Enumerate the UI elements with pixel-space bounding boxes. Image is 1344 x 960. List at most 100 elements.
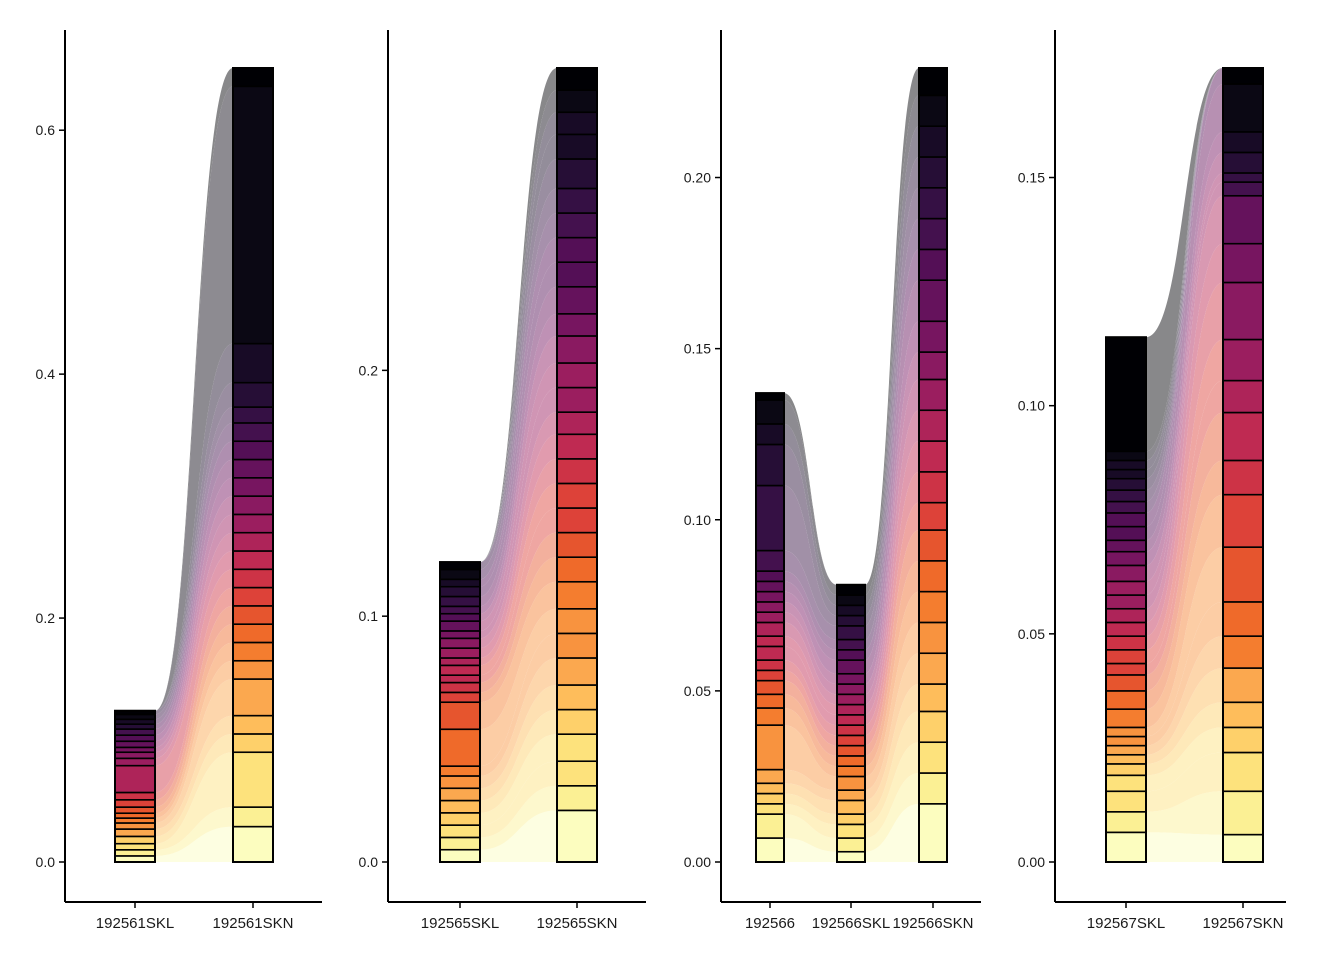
stack-segment xyxy=(439,620,481,632)
stack-segment xyxy=(439,657,481,667)
flow-band xyxy=(1146,702,1223,776)
stack-segment xyxy=(755,601,785,613)
flow-band xyxy=(480,508,557,683)
flow-band xyxy=(1146,547,1223,737)
stack-segment xyxy=(836,583,866,596)
stack-segment xyxy=(556,335,598,364)
stack-segment xyxy=(755,659,785,672)
stack-segment xyxy=(556,784,598,812)
stack-segment xyxy=(439,561,481,571)
stack-segment xyxy=(755,813,785,839)
stack-segment xyxy=(836,823,866,839)
stack-segment xyxy=(755,724,785,771)
stack-segment xyxy=(556,133,598,160)
flow-band xyxy=(155,715,233,837)
stack-segment xyxy=(836,693,866,706)
stack-segment xyxy=(1222,151,1264,174)
x-tick-label: 192565SKN xyxy=(537,915,618,932)
flow-band xyxy=(155,752,233,850)
stack-segment xyxy=(1222,411,1264,462)
flow-band xyxy=(865,684,919,815)
stack-outline xyxy=(836,583,866,863)
stack-segment xyxy=(1105,790,1147,813)
flow-band xyxy=(784,571,837,650)
flow-band xyxy=(155,382,233,715)
stack-segment xyxy=(918,125,948,158)
flow-band xyxy=(865,321,919,685)
stack-segment xyxy=(439,568,481,581)
stack-segment xyxy=(755,392,785,401)
flow-band xyxy=(865,156,919,626)
y-tick-label: 0.05 xyxy=(684,683,711,699)
stack-segment xyxy=(232,659,274,680)
stack-segment xyxy=(836,703,866,716)
stack-segment xyxy=(918,501,948,531)
stack-segment xyxy=(114,740,156,749)
stack-segment xyxy=(1105,512,1147,528)
stack-segment xyxy=(1105,477,1147,491)
stack-segment xyxy=(755,484,785,552)
flow-band xyxy=(784,707,837,777)
stack-segment xyxy=(1105,744,1147,756)
flow-band xyxy=(865,711,919,825)
stack-segment xyxy=(755,803,785,815)
stack-segment xyxy=(1105,726,1147,738)
stack-segment xyxy=(556,67,598,91)
stack-segment xyxy=(1222,701,1264,729)
stack-segment xyxy=(1222,459,1264,496)
stack-segment xyxy=(439,848,481,863)
stack-segment xyxy=(1105,550,1147,567)
stack-segment xyxy=(918,590,948,624)
stack-segment xyxy=(556,760,598,787)
stack-segment xyxy=(556,507,598,534)
stack-segment xyxy=(836,734,866,747)
flow-band xyxy=(1146,68,1223,541)
flow-band xyxy=(784,646,837,726)
flow-band xyxy=(480,237,557,587)
flow-band xyxy=(480,434,557,658)
flow-band xyxy=(865,502,919,746)
stack-outline xyxy=(114,709,156,863)
flow-band xyxy=(155,642,233,819)
stack-segment xyxy=(556,458,598,485)
flow-band xyxy=(784,601,837,685)
stack-segment xyxy=(232,568,274,589)
stack-segment xyxy=(439,612,481,622)
stack-outline xyxy=(232,67,274,863)
stack-segment xyxy=(836,594,866,607)
stack-segment xyxy=(918,94,948,127)
stack-segment xyxy=(836,799,866,815)
flow-band xyxy=(1146,791,1223,835)
stack-segment xyxy=(556,89,598,114)
stack-segment xyxy=(232,495,274,516)
flow-band xyxy=(865,410,919,715)
flow-band xyxy=(1146,380,1223,675)
flow-band xyxy=(1146,282,1223,650)
flow-band xyxy=(155,807,233,856)
stack-segment xyxy=(556,632,598,659)
flow-band xyxy=(155,68,233,711)
flow-band xyxy=(784,769,837,801)
stack-segment xyxy=(918,248,948,281)
flow-band xyxy=(865,742,919,839)
stack-segment xyxy=(439,775,481,790)
flow-band xyxy=(865,591,919,777)
stack-segment xyxy=(232,623,274,644)
y-tick-label: 0.4 xyxy=(36,366,56,382)
y-tick-label: 0.20 xyxy=(684,170,711,186)
flow-band xyxy=(155,496,233,748)
stack-segment xyxy=(918,279,948,323)
stack-segment xyxy=(439,674,481,684)
stack-segment xyxy=(755,580,785,593)
stack-segment xyxy=(439,664,481,676)
stack-segment xyxy=(114,806,156,815)
flow-band xyxy=(784,660,837,736)
flow-band xyxy=(480,335,557,622)
flow-band xyxy=(784,803,837,839)
stack-segment xyxy=(836,604,866,617)
stack-segment xyxy=(918,156,948,189)
flow-band xyxy=(155,532,233,759)
stack-segment xyxy=(439,585,481,598)
stack-segment xyxy=(918,710,948,744)
stack-segment xyxy=(114,842,156,851)
